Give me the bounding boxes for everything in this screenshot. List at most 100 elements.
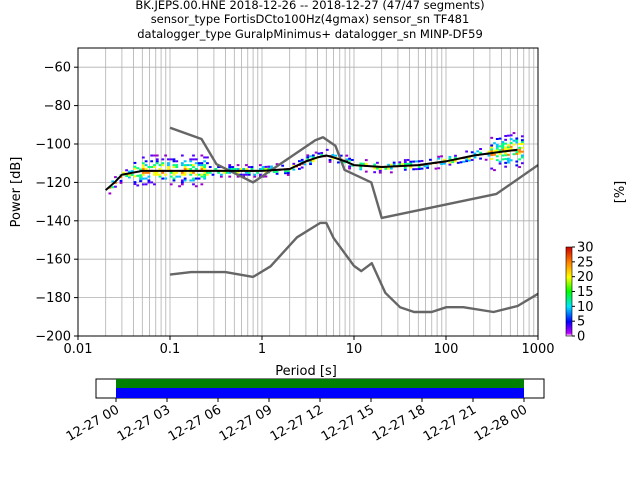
heatmap-cell bbox=[147, 175, 151, 178]
heatmap-cell bbox=[518, 166, 521, 169]
heatmap-cell bbox=[136, 167, 140, 170]
heatmap-cell bbox=[200, 175, 204, 178]
heatmap-cell bbox=[520, 162, 524, 165]
heatmap-cell bbox=[127, 174, 131, 177]
heatmap-cell bbox=[267, 167, 271, 170]
availability-tick-label: 12-28 00 bbox=[472, 402, 530, 444]
heatmap-cell bbox=[495, 149, 499, 152]
heatmap-cell bbox=[242, 173, 246, 176]
heatmap-cell bbox=[197, 164, 201, 167]
heatmap-cell bbox=[150, 160, 154, 163]
heatmap-cell bbox=[454, 160, 457, 163]
heatmap-cell bbox=[479, 157, 482, 160]
heatmap-cell bbox=[144, 171, 148, 174]
heatmap-cell bbox=[426, 166, 429, 169]
heatmap-cell bbox=[153, 183, 156, 186]
heatmap-cell bbox=[415, 168, 418, 171]
availability-tick-label: 12-27 06 bbox=[166, 402, 224, 444]
heatmap-cell bbox=[175, 160, 179, 163]
heatmap-cell bbox=[144, 164, 148, 167]
heatmap-cell bbox=[334, 154, 338, 157]
heatmap-cell bbox=[428, 158, 432, 161]
heatmap-cell bbox=[476, 150, 480, 153]
heatmap-cell bbox=[359, 166, 363, 169]
heatmap-cell bbox=[180, 173, 184, 176]
heatmap-cell bbox=[437, 167, 441, 170]
heatmap-cell bbox=[520, 139, 524, 142]
heatmap-cell bbox=[507, 134, 510, 137]
heatmap-cell bbox=[206, 156, 209, 159]
heatmap-cell bbox=[258, 167, 262, 170]
heatmap-cell bbox=[141, 173, 145, 176]
heatmap-cell bbox=[423, 165, 427, 168]
heatmap-cell bbox=[153, 166, 156, 169]
heatmap-cell bbox=[245, 171, 248, 174]
heatmap-cell bbox=[495, 147, 499, 150]
heatmap-cell bbox=[192, 166, 195, 169]
heatmap-cell bbox=[487, 150, 491, 153]
heatmap-cell bbox=[175, 166, 179, 169]
heatmap-cell bbox=[504, 154, 508, 157]
heatmap-cell bbox=[484, 158, 488, 161]
heatmap-cell bbox=[487, 154, 491, 157]
heatmap-cell bbox=[133, 165, 137, 168]
heatmap-cell bbox=[504, 142, 508, 145]
heatmap-cell bbox=[161, 164, 165, 167]
heatmap-cell bbox=[192, 158, 195, 161]
heatmap-cell bbox=[501, 142, 505, 145]
heatmap-cell bbox=[175, 171, 179, 174]
heatmap-cell bbox=[387, 163, 390, 166]
heatmap-cell bbox=[197, 162, 201, 165]
heatmap-cell bbox=[501, 141, 505, 144]
heatmap-cell bbox=[479, 148, 482, 151]
heatmap-cell bbox=[194, 158, 198, 161]
heatmap-cell bbox=[403, 162, 407, 165]
heatmap-cell bbox=[153, 171, 156, 174]
heatmap-cell bbox=[197, 177, 201, 180]
heatmap-cell bbox=[479, 151, 482, 154]
heatmap-cell bbox=[139, 176, 142, 179]
colorbar-tick-label: 20 bbox=[577, 270, 594, 285]
y-tick-label: −180 bbox=[35, 291, 71, 306]
heatmap-cell bbox=[200, 154, 204, 157]
heatmap-cell bbox=[200, 164, 204, 167]
heatmap-cell bbox=[172, 179, 176, 182]
heatmap-cell bbox=[440, 155, 443, 158]
heatmap-cell bbox=[144, 167, 148, 170]
heatmap-cell bbox=[225, 171, 229, 174]
heatmap-cell bbox=[473, 156, 477, 159]
heatmap-cell bbox=[415, 160, 418, 163]
heatmap-cell bbox=[194, 173, 198, 176]
heatmap-cell bbox=[292, 168, 296, 171]
heatmap-cell bbox=[169, 171, 173, 174]
colorbar bbox=[565, 246, 573, 337]
heatmap-cell bbox=[167, 164, 170, 167]
heatmap-cell bbox=[147, 171, 151, 174]
heatmap-cell bbox=[468, 157, 471, 160]
heatmap-cell bbox=[267, 165, 271, 168]
heatmap-cell bbox=[504, 161, 508, 164]
heatmap-cell bbox=[161, 158, 165, 161]
heatmap-cell bbox=[509, 145, 513, 148]
x-axis-label: Period [s] bbox=[275, 364, 337, 379]
heatmap-cell bbox=[189, 171, 193, 174]
heatmap-cell bbox=[473, 152, 477, 155]
heatmap-cell bbox=[219, 173, 223, 176]
heatmap-cell bbox=[300, 158, 304, 161]
heatmap-cell bbox=[194, 167, 198, 170]
heatmap-cell bbox=[490, 136, 494, 139]
heatmap-cell bbox=[493, 149, 496, 152]
heatmap-cell bbox=[348, 167, 351, 170]
x-tick-label: 10 bbox=[346, 342, 363, 357]
heatmap-cell bbox=[409, 166, 413, 169]
heatmap-cell bbox=[172, 160, 176, 163]
heatmap-cell bbox=[211, 173, 215, 176]
heatmap-cell bbox=[456, 161, 460, 164]
heatmap-cell bbox=[286, 170, 290, 173]
heatmap-cell bbox=[155, 154, 159, 157]
heatmap-cell bbox=[158, 173, 162, 176]
heatmap-cell bbox=[420, 159, 424, 162]
heatmap-cell bbox=[520, 154, 524, 157]
heatmap-cell bbox=[180, 183, 184, 186]
heatmap-cell bbox=[490, 148, 494, 151]
